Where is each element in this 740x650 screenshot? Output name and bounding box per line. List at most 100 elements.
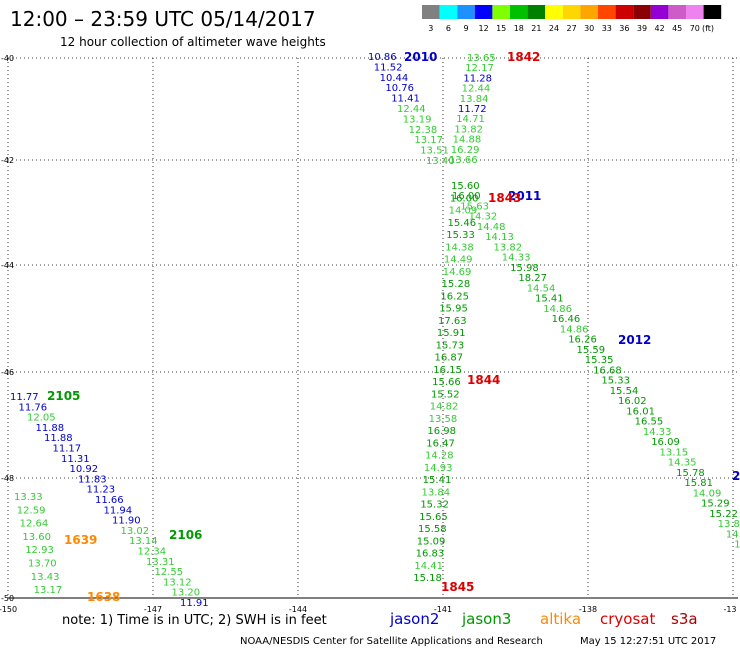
swh-value: 16.09 [651, 437, 680, 448]
swh-value: 16.98 [427, 426, 456, 437]
pass-time-label: 1843 [488, 191, 521, 205]
swh-value: 11.72 [458, 104, 487, 115]
swh-value: 12.17 [465, 63, 494, 74]
scale-swatch [650, 5, 669, 19]
swh-value: 15.33 [601, 376, 630, 387]
swh-value: 16.83 [416, 549, 445, 560]
altimeter-tracks: 10.8611.5210.4410.7611.4112.4413.1912.38… [10, 50, 740, 609]
scale-swatch [474, 5, 493, 19]
legend-item-s3a: s3a [671, 610, 698, 628]
longitude-tick-label: -144 [289, 605, 307, 614]
pass-time-label: 1842 [507, 50, 540, 64]
swh-value: 12.05 [27, 413, 56, 424]
scale-swatch [562, 5, 581, 19]
longitude-tick-label: -141 [434, 605, 452, 614]
swh-value: 15.52 [431, 389, 460, 400]
swh-value: 16.26 [568, 335, 597, 346]
swh-value: 14.49 [444, 255, 473, 266]
swh-value: 16.02 [618, 396, 647, 407]
swh-value: 16.25 [440, 291, 469, 302]
swh-value: 14.41 [414, 561, 443, 572]
swh-value: 13.20 [172, 588, 201, 599]
swh-value: 11.88 [36, 423, 65, 434]
scale-tick-label: 27 [567, 24, 577, 33]
scale-tick-label: 18 [514, 24, 524, 33]
scale-swatch [527, 5, 546, 19]
credit-line: NOAA/NESDIS Center for Satellite Applica… [240, 636, 543, 647]
swh-value: 15.58 [418, 524, 447, 535]
pass-time-label: 1638 [87, 590, 120, 604]
scale-tick-label: 70 [690, 24, 700, 33]
latitude-tick-label: -48 [1, 474, 14, 483]
scale-swatch [615, 5, 634, 19]
swh-value: 14.54 [527, 283, 556, 294]
longitude-tick-label: -150 [0, 605, 17, 614]
swh-value: 13.43 [31, 572, 60, 583]
swh-value: 13.12 [163, 577, 192, 588]
swh-value: 14.88 [453, 135, 482, 146]
swh-value: 12.59 [17, 505, 46, 516]
longitude-tick-label: -147 [144, 605, 162, 614]
swh-value: 14.28 [425, 451, 454, 462]
swh-value: 15.18 [413, 573, 442, 584]
scale-swatch [633, 5, 651, 19]
swh-value: 13.82 [454, 124, 483, 135]
swh-value: 12.93 [25, 545, 54, 556]
longitude-tick-label: -13 [723, 605, 736, 614]
scale-tick-label: 30 [584, 24, 594, 33]
scale-swatch [703, 5, 722, 19]
swh-value: 11.17 [53, 444, 82, 455]
swh-value: 13.66 [449, 155, 478, 166]
swh-value: 12.38 [409, 125, 438, 136]
swh-value: 10.76 [385, 83, 414, 94]
swh-value: 13.40 [426, 156, 455, 167]
swh-value: 14.35 [668, 458, 697, 469]
legend-item-cryosat: cryosat [600, 610, 655, 628]
satellite-legend: jason2 jason3 altika cryosat s3a [389, 610, 698, 628]
legend-item-jason2: jason2 [389, 610, 439, 628]
swh-value: 15.91 [437, 328, 466, 339]
swh-value: 13.14 [129, 536, 158, 547]
map-grid: -40 -42 -44 -46 -48 -50 -150 -147 -144 -141 -138 -1… [0, 54, 738, 614]
swh-value: 14.82 [430, 402, 459, 413]
swh-value: 10.44 [380, 73, 409, 84]
swh-value: 16.46 [552, 314, 581, 325]
swh-value: 16.15 [433, 365, 462, 376]
swh-value: 12.64 [20, 519, 49, 530]
units-note: note: 1) Time is in UTC; 2) SWH is in fe… [62, 613, 327, 628]
scale-tick-label: 3 [428, 24, 433, 33]
swh-value: 15.78 [676, 468, 705, 479]
swh-value: 14.1 [726, 529, 740, 540]
swh-value: 15.59 [577, 345, 606, 356]
scale-tick-label: 45 [672, 24, 682, 33]
pass-time-label: 2011 [508, 189, 541, 203]
scale-swatch [457, 5, 475, 19]
scale-swatch [668, 5, 686, 19]
scale-swatch [598, 5, 616, 19]
track-2105: 11.7711.7612.0511.8811.8811.1711.3110.92… [10, 389, 209, 609]
swh-value: 11.52 [374, 62, 403, 73]
track-1842: 13.6512.1711.2812.4413.8411.7214.7113.82… [449, 50, 540, 166]
latitude-tick-label: -40 [1, 54, 14, 63]
pass-time-label: 2 [732, 469, 740, 483]
swh-value: 16.29 [451, 145, 480, 156]
swh-value: 15.66 [432, 377, 461, 388]
swh-value: 11.28 [463, 73, 492, 84]
scale-tick-label: 36 [619, 24, 629, 33]
swh-value: 15.28 [442, 279, 471, 290]
swh-value: 15.98 [510, 263, 539, 274]
swh-value: 14.71 [456, 114, 485, 125]
swh-value: 14.86 [560, 324, 589, 335]
swh-value: 16.47 [426, 438, 455, 449]
swh-value: 14.69 [443, 267, 472, 278]
map-subtitle: 12 hour collection of altimeter wave hei… [60, 35, 326, 49]
swh-value: 15.46 [447, 218, 476, 229]
swh-value: 13.70 [28, 559, 57, 570]
swh-value: 14.38 [445, 242, 474, 253]
swh-value: 11.31 [61, 454, 90, 465]
pass-time-label: 2010 [404, 50, 437, 64]
swh-value: 12.44 [462, 84, 491, 95]
swh-value: 11.41 [391, 94, 420, 105]
